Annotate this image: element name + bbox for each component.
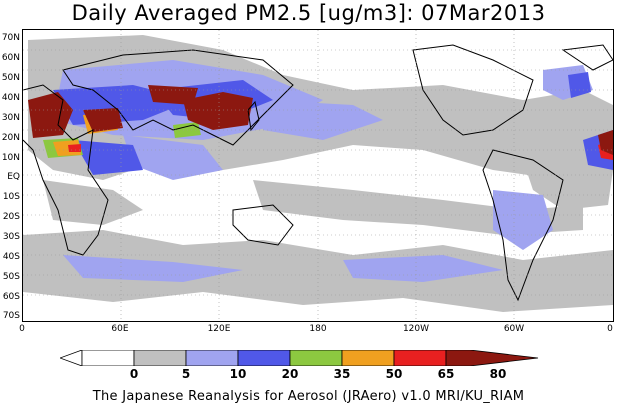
longitude-axis-labels: 0 60E 120E 180 120W 60W 0: [19, 324, 614, 338]
lat-label: 60N: [1, 53, 20, 63]
lon-label: 120W: [402, 324, 430, 334]
lat-label: 30N: [1, 113, 20, 123]
colorbar-arrow-high: [445, 349, 539, 367]
lon-label: 120E: [207, 324, 231, 334]
lat-label: 70N: [1, 33, 20, 43]
latitude-axis-labels: 70N 60N 50N 40N 30N 20N 10N EQ 10S 20S 3…: [0, 29, 22, 322]
colorbar-swatch: [133, 349, 187, 367]
lat-label: EQ: [7, 172, 20, 182]
lat-label: 20N: [1, 133, 20, 143]
colorbar-arrow-low: [58, 349, 83, 367]
footer-credit: The Japanese Reanalysis for Aerosol (JRA…: [92, 389, 525, 404]
lon-label: 0: [19, 324, 25, 334]
colorbar-swatch: [341, 349, 395, 367]
colorbar-label: 65: [437, 367, 455, 381]
lat-label: 50S: [2, 272, 20, 282]
graticule: [23, 30, 613, 321]
lat-label: 60S: [2, 292, 20, 302]
colorbar-label: 0: [129, 367, 139, 381]
lat-label: 30S: [2, 232, 20, 242]
lat-label: 50N: [1, 73, 20, 83]
colorbar-swatch: [289, 349, 343, 367]
lon-label: 60W: [503, 324, 525, 334]
colorbar: 0 5 10 20 35 50 65 80: [58, 349, 560, 381]
pm25-map: [22, 29, 614, 322]
lon-label: 180: [309, 324, 327, 334]
colorbar-swatch: [185, 349, 239, 367]
colorbar-swatch: [393, 349, 447, 367]
lon-label: 60E: [111, 324, 129, 334]
map-title: Daily Averaged PM2.5 [ug/m3]: 07Mar2013: [71, 1, 546, 25]
colorbar-label: 50: [385, 367, 403, 381]
lon-label: 0: [607, 324, 613, 334]
colorbar-label: 80: [489, 367, 507, 381]
pm25-map-canvas: [23, 30, 613, 321]
lat-label: 70S: [2, 311, 20, 321]
lat-label: 40N: [1, 93, 20, 103]
coastlines: [23, 44, 613, 302]
colorbar-swatch: [237, 349, 291, 367]
lat-label: 10N: [1, 153, 20, 163]
colorbar-label: 35: [333, 367, 351, 381]
colorbar-swatches: [58, 349, 539, 367]
lat-label: 20S: [2, 212, 20, 222]
colorbar-label: 5: [181, 367, 191, 381]
lat-label: 10S: [2, 192, 20, 202]
pm25-field-80-plus: [28, 85, 613, 155]
lat-label: 40S: [2, 252, 20, 262]
colorbar-label: 10: [229, 367, 247, 381]
colorbar-swatch: [81, 349, 135, 367]
colorbar-label: 20: [281, 367, 299, 381]
